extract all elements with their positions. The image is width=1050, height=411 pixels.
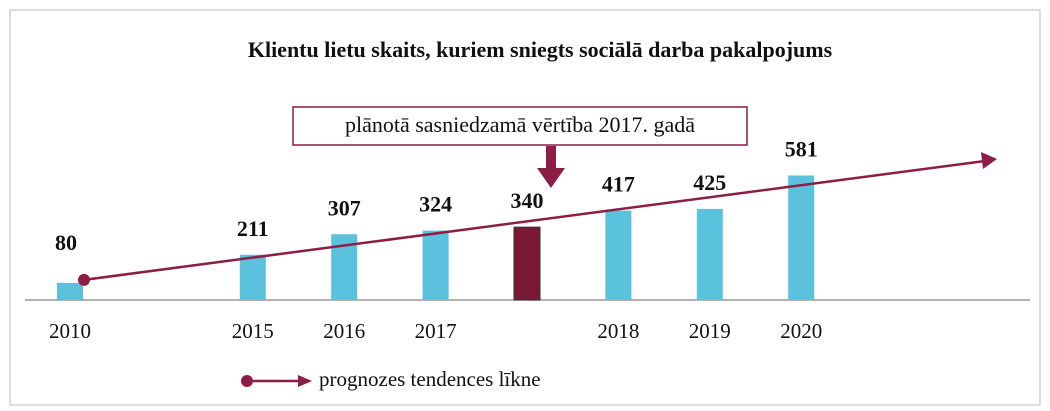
annotation-arrow-shaft	[546, 146, 556, 170]
bar	[57, 282, 83, 300]
x-tick-label: 2015	[232, 319, 274, 343]
bar	[513, 226, 541, 301]
data-label: 581	[785, 137, 818, 162]
data-label: 417	[602, 172, 635, 197]
data-label: 307	[328, 195, 361, 220]
data-label: 324	[419, 192, 452, 217]
chart-title: Klientu lietu skaits, kuriem sniegts soc…	[248, 37, 833, 62]
data-label: 80	[55, 230, 77, 255]
data-label: 425	[693, 170, 726, 195]
frame	[9, 9, 1041, 406]
x-tick-label: 2018	[597, 319, 639, 343]
legend-marker	[241, 375, 253, 387]
annotation-arrowhead	[537, 168, 565, 188]
data-label: 211	[237, 216, 269, 241]
legend-arrowhead	[298, 375, 312, 387]
x-tick-label: 2020	[780, 319, 822, 343]
trend-start	[78, 273, 90, 286]
x-tick-label: 2017	[415, 319, 457, 343]
legend-label: prognozes tendences līkne	[319, 367, 541, 391]
trend-arrowhead	[981, 152, 997, 169]
annotation: plānotā sasniedzamā vērtība 2017. gadā	[345, 112, 695, 137]
annotation-box	[292, 106, 748, 146]
bar	[788, 175, 815, 300]
bar	[605, 210, 632, 300]
trend-line	[83, 159, 986, 282]
x-tick-label: 2019	[689, 319, 731, 343]
bar	[696, 208, 723, 300]
bar	[422, 230, 449, 300]
data-label: 340	[511, 188, 544, 213]
x-tick-label: 2010	[49, 319, 91, 343]
x-tick-label: 2016	[323, 319, 365, 343]
bar	[239, 254, 266, 300]
